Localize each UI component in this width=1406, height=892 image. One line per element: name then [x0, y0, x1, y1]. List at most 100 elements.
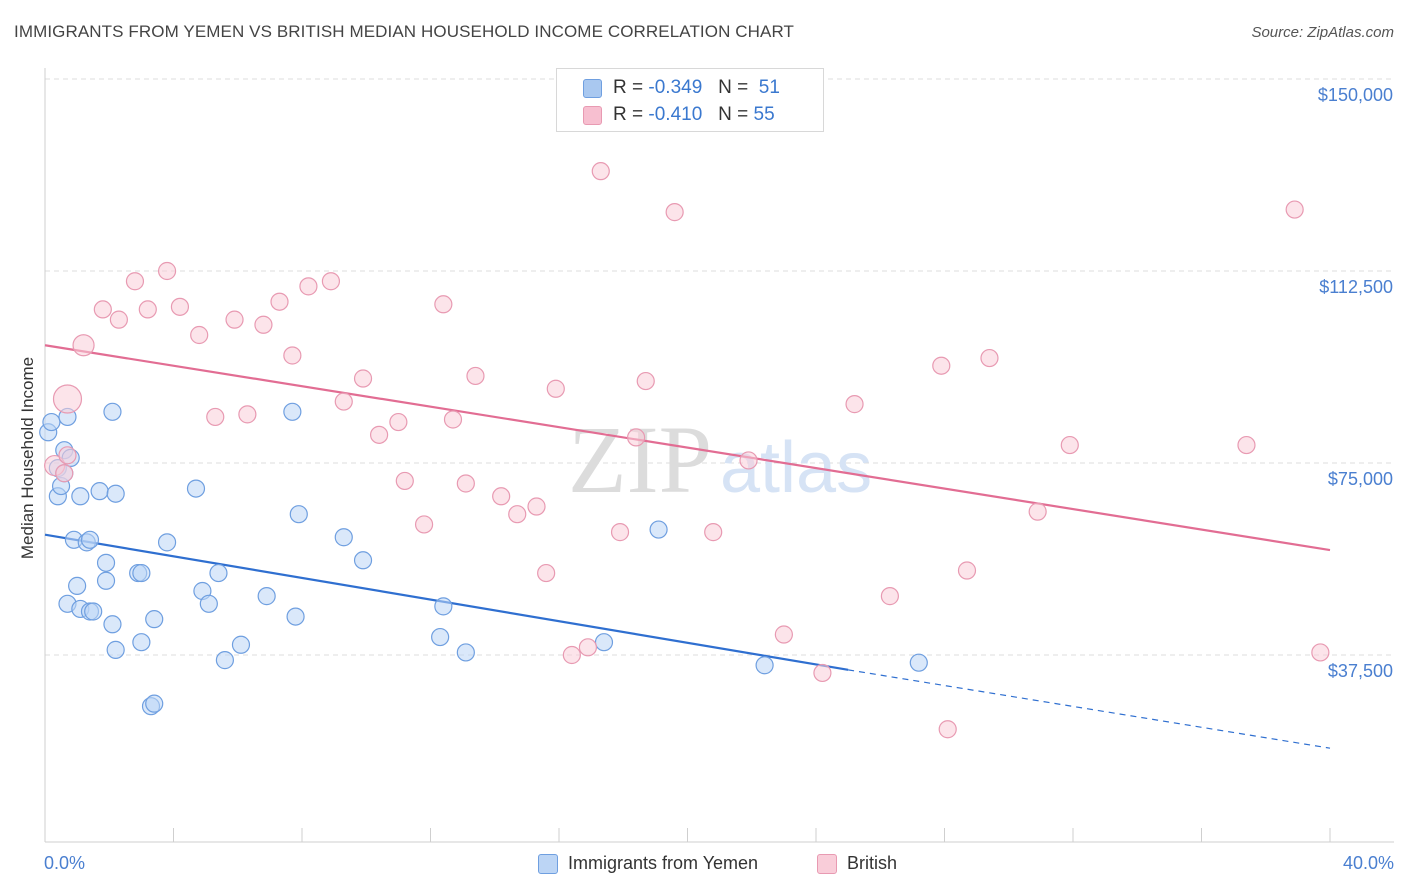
data-point-british	[774, 625, 793, 644]
legend-label-british: British	[847, 853, 898, 873]
data-point-british	[813, 663, 832, 683]
data-point-yemen	[80, 530, 100, 549]
data-point-yemen	[106, 484, 125, 503]
y-tick-label: $150,000	[1318, 85, 1393, 105]
data-point-yemen	[132, 563, 151, 583]
data-point-yemen	[96, 553, 116, 572]
trend-line-extension	[848, 669, 1331, 749]
correlation-stats-box: R = -0.349 N = 51 R = -0.410 N = 55	[556, 68, 824, 132]
stats-n-value: 55	[753, 104, 775, 125]
data-point-british	[254, 315, 273, 334]
data-point-british	[591, 162, 610, 181]
chart-title: IMMIGRANTS FROM YEMEN VS BRITISH MEDIAN …	[14, 22, 795, 41]
tick-labels: $37,500 $75,000 $112,500 $150,000 0.0% 40.0%	[44, 85, 1394, 873]
legend-swatch-yemen	[538, 854, 558, 874]
data-point-british	[527, 497, 546, 516]
data-point-british	[52, 384, 83, 414]
data-point-british	[125, 272, 145, 291]
x-tick-label-min: 0.0%	[44, 853, 85, 873]
x-tick-label-max: 40.0%	[1343, 853, 1394, 873]
data-point-british	[562, 645, 581, 665]
data-point-british	[1237, 435, 1256, 455]
y-tick-label: $75,000	[1328, 469, 1393, 489]
data-point-british	[283, 346, 302, 365]
data-point-yemen	[68, 576, 87, 595]
data-point-yemen	[289, 505, 308, 524]
data-point-british	[626, 428, 646, 447]
stats-n-label: N =	[718, 104, 749, 125]
data-point-british	[546, 379, 565, 398]
legend-swatch-british	[817, 854, 837, 874]
data-point-british	[72, 334, 95, 357]
data-point-british	[170, 297, 190, 316]
stats-n-label: N =	[718, 77, 749, 98]
data-point-british	[389, 412, 408, 432]
data-point-yemen	[157, 533, 177, 552]
watermark: ZIP atlas	[568, 406, 872, 513]
y-tick-label: $112,500	[1319, 277, 1393, 297]
data-points	[39, 162, 1330, 739]
data-point-british	[980, 348, 999, 368]
data-point-british	[58, 446, 77, 465]
data-point-yemen	[353, 551, 373, 570]
data-point-british	[443, 410, 463, 429]
data-point-british	[1285, 200, 1304, 219]
data-point-british	[138, 300, 157, 319]
watermark-atlas: atlas	[720, 428, 872, 508]
data-point-british	[704, 523, 723, 542]
data-point-british	[395, 471, 414, 491]
data-point-yemen	[209, 563, 228, 583]
legend-label-yemen: Immigrants from Yemen	[568, 853, 759, 873]
data-point-british	[270, 292, 289, 311]
data-point-yemen	[434, 597, 453, 616]
axes	[44, 68, 1394, 843]
data-point-yemen	[594, 633, 614, 652]
data-point-yemen	[96, 571, 116, 590]
data-point-british	[206, 407, 225, 427]
data-point-british	[190, 325, 209, 345]
data-point-british	[414, 515, 434, 534]
data-point-yemen	[199, 594, 218, 613]
data-point-british	[55, 464, 74, 483]
data-point-british	[225, 310, 244, 329]
data-point-british	[93, 300, 112, 319]
trend-line-british	[44, 344, 1331, 552]
stats-swatch-british	[583, 106, 602, 125]
stats-r-value: -0.410	[648, 104, 703, 125]
stats-n-value: 51	[758, 77, 780, 98]
data-point-british	[456, 474, 475, 493]
data-point-yemen	[186, 479, 206, 498]
data-point-british	[537, 563, 556, 583]
data-point-british	[321, 272, 341, 291]
data-point-british	[636, 371, 655, 391]
data-point-british	[1060, 435, 1079, 455]
data-point-british	[370, 425, 389, 444]
chart-source: Source: ZipAtlas.com	[1251, 24, 1394, 41]
data-point-british	[466, 366, 485, 386]
data-point-british	[880, 587, 899, 606]
data-point-british	[353, 369, 373, 388]
data-point-yemen	[257, 587, 276, 606]
data-point-yemen	[909, 653, 928, 672]
data-point-british	[665, 203, 684, 222]
data-point-yemen	[103, 615, 122, 634]
data-point-yemen	[286, 607, 305, 626]
data-point-british	[508, 505, 527, 524]
data-point-british	[578, 638, 598, 657]
data-point-british	[932, 356, 951, 375]
data-point-yemen	[334, 528, 353, 547]
data-point-british	[299, 277, 318, 296]
data-point-british	[845, 395, 864, 414]
data-point-british	[238, 405, 257, 424]
y-tick-label: $37,500	[1328, 661, 1393, 681]
data-point-yemen	[755, 656, 774, 675]
data-point-yemen	[145, 610, 164, 629]
data-point-yemen	[283, 402, 302, 421]
data-point-british	[957, 561, 977, 580]
data-point-yemen	[145, 694, 164, 713]
stats-swatch-yemen	[583, 79, 602, 98]
data-point-british	[1311, 643, 1330, 662]
stats-r-label: R =	[613, 77, 644, 98]
data-point-yemen	[42, 412, 61, 432]
